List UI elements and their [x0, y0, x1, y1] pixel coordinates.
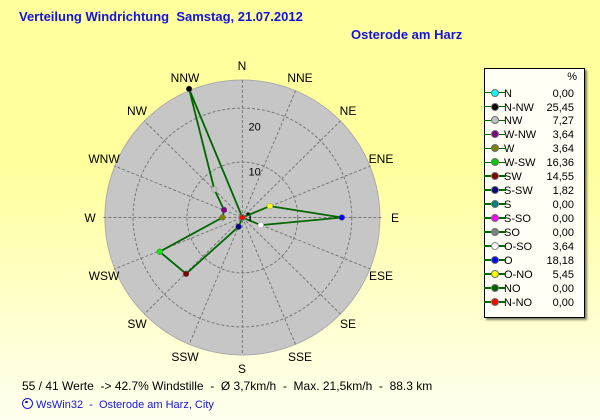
svg-text:10: 10: [249, 167, 261, 179]
svg-text:20: 20: [249, 122, 261, 134]
